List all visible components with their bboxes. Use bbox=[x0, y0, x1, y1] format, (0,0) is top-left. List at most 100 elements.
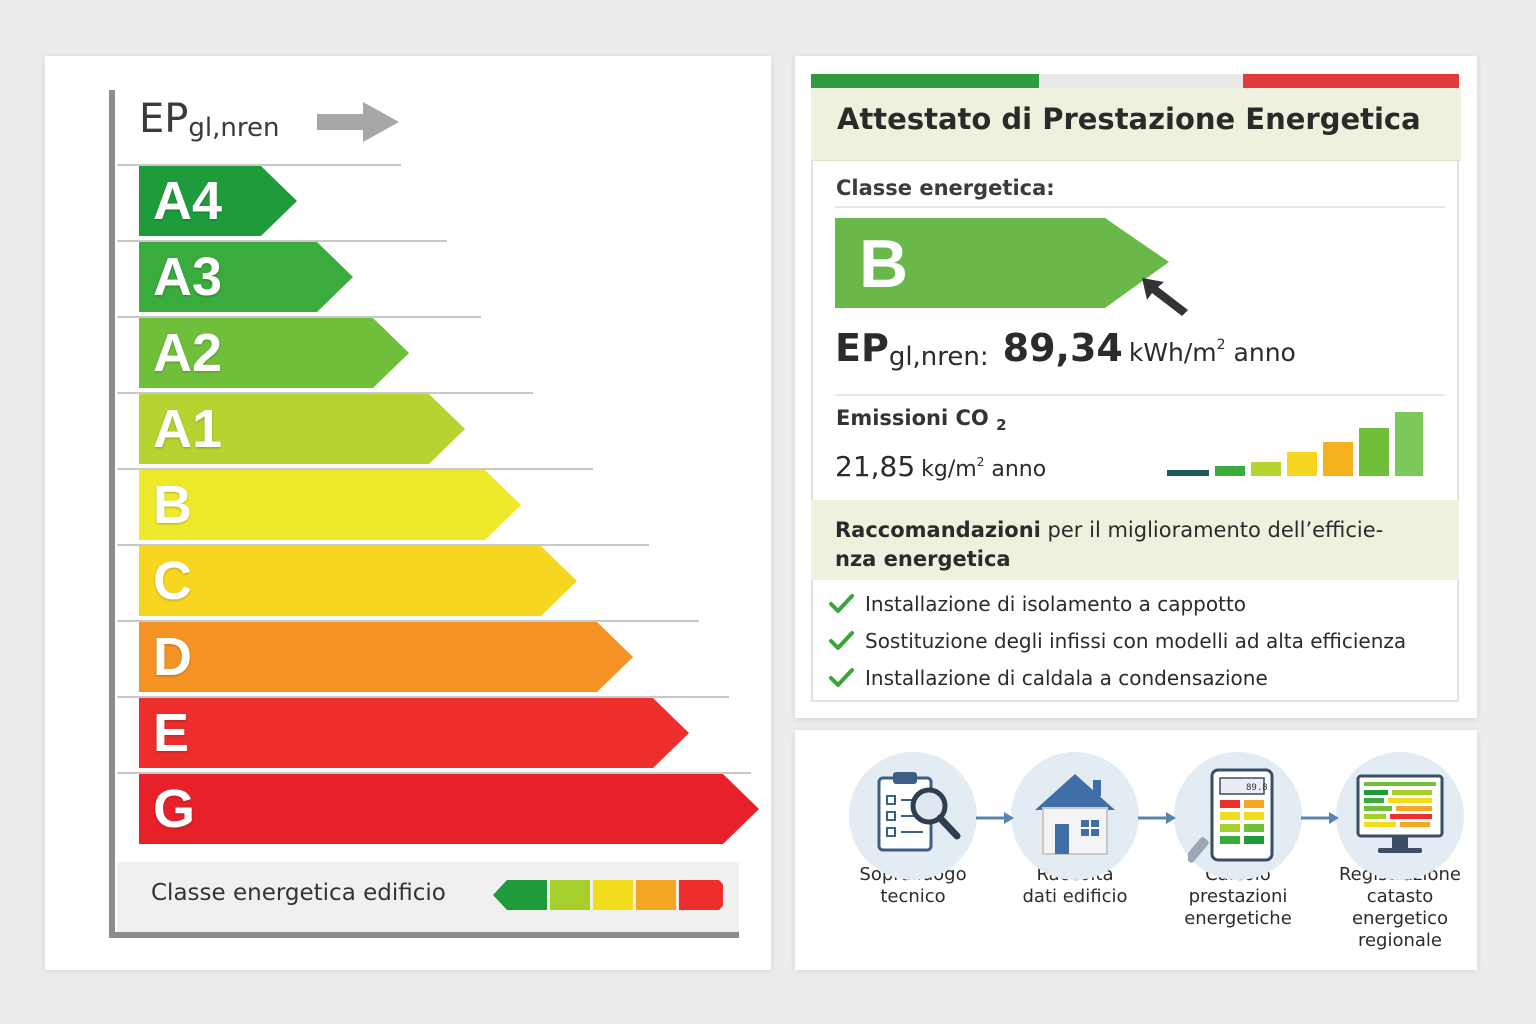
ape-certificate-panel: Attestato di Prestazione Energetica Clas… bbox=[795, 56, 1477, 718]
recommendation-text: Installazione di isolamento a cappotto bbox=[865, 592, 1247, 616]
step-icon-circle bbox=[1011, 752, 1139, 880]
header-bar-grey bbox=[1039, 74, 1243, 88]
step-label-line: tecnico bbox=[880, 886, 946, 907]
class-guide-line bbox=[117, 392, 533, 394]
cursor-arrow-icon bbox=[1142, 278, 1188, 316]
class-arrow-shape bbox=[139, 546, 577, 616]
step-icon-circle bbox=[1336, 752, 1464, 880]
recommendation-text: Installazione di caldala a condensazione bbox=[865, 666, 1268, 690]
energy-class-b-bar: B bbox=[139, 470, 521, 540]
recommendation-text: Sostituzione degli infissi con modelli a… bbox=[865, 629, 1407, 653]
class-arrow-shape bbox=[139, 166, 297, 236]
class-color-scale-icon bbox=[493, 880, 723, 910]
class-arrow-shape bbox=[139, 774, 759, 844]
energy-class-legend: Classe energetica edificio bbox=[117, 862, 739, 932]
class-label: D bbox=[153, 627, 192, 687]
co2-scale-bar bbox=[1251, 462, 1281, 476]
right-arrow-icon bbox=[317, 102, 399, 142]
ep-gl-nren-label: EPgl,nren bbox=[139, 96, 280, 143]
energy-class-c-bar: C bbox=[139, 546, 577, 616]
class-guide-line bbox=[117, 544, 649, 546]
process-step: 89.8 Calcoloprestazionienergetiche bbox=[1163, 752, 1313, 930]
class-arrow-shape bbox=[139, 242, 353, 312]
class-label: G bbox=[153, 779, 196, 839]
clipboard-magnifier-icon bbox=[877, 772, 961, 852]
co2-scale-bar bbox=[1167, 470, 1209, 476]
co2-emissions-label: Emissioni CO 2 bbox=[836, 406, 1007, 434]
energy-class-a2-bar: A2 bbox=[139, 318, 409, 388]
checkmark-icon bbox=[829, 631, 854, 650]
energy-class-a4-bar: A4 bbox=[139, 166, 297, 236]
class-label: A3 bbox=[153, 247, 223, 307]
ep-value-row: EPgl,nren: 89,34 kWh/m2 anno bbox=[835, 326, 1296, 372]
right-arrow-icon bbox=[1138, 812, 1176, 824]
svg-text:89.8: 89.8 bbox=[1246, 783, 1268, 793]
energy-class-value: B bbox=[859, 226, 909, 302]
legend-scale-segment bbox=[593, 880, 633, 910]
class-guide-line bbox=[117, 240, 447, 242]
recommendations-header: Raccomandazioni per il miglioramento del… bbox=[811, 500, 1459, 580]
step-icon-circle: 89.8 bbox=[1174, 752, 1302, 880]
checkmark-icon bbox=[829, 668, 854, 687]
step-label-line: energetiche bbox=[1184, 908, 1292, 929]
class-arrow-shape bbox=[139, 698, 689, 768]
class-label: E bbox=[153, 703, 190, 763]
step-label-line: regionale bbox=[1357, 930, 1443, 951]
house-icon bbox=[1035, 774, 1115, 855]
calculator-icon: 89.8 bbox=[1188, 768, 1274, 863]
step-label-line: prestazioni bbox=[1188, 886, 1288, 907]
class-label: C bbox=[153, 551, 192, 611]
header-bar-green bbox=[811, 74, 1039, 88]
recommendations-title: Raccomandazioni per il miglioramento del… bbox=[835, 518, 1384, 571]
step-label-line: dati edificio bbox=[1022, 886, 1128, 907]
energy-class-a1-bar: A1 bbox=[139, 394, 465, 464]
process-step: Sopralluogotecnico bbox=[838, 752, 988, 908]
energy-class-arrow bbox=[835, 218, 1169, 308]
co2-scale-bar bbox=[1215, 466, 1245, 476]
ep-unit: kWh/m2 anno bbox=[1128, 337, 1296, 367]
process-step: Raccoltadati edificio bbox=[1000, 752, 1150, 908]
class-guide-line bbox=[117, 772, 751, 774]
co2-scale-bar bbox=[1287, 452, 1317, 476]
class-arrow-shape bbox=[139, 394, 465, 464]
class-guide-line bbox=[117, 316, 481, 318]
right-arrow-icon bbox=[976, 812, 1014, 824]
co2-scale-bar bbox=[1395, 412, 1423, 476]
legend-scale-segment bbox=[493, 880, 547, 910]
ep-value: 89,34 bbox=[1002, 326, 1123, 370]
ep-symbol: EPgl,nren: bbox=[835, 326, 989, 372]
class-guide-line bbox=[117, 696, 729, 698]
class-arrow-shape bbox=[139, 318, 409, 388]
class-guide-line bbox=[117, 164, 401, 166]
right-arrow-icon bbox=[1301, 812, 1339, 824]
class-label: A1 bbox=[153, 399, 223, 459]
certificate-title: Attestato di Prestazione Energetica bbox=[837, 102, 1421, 136]
class-arrow-shape bbox=[139, 470, 521, 540]
header-bar-red bbox=[1243, 74, 1459, 88]
co2-scale-bar bbox=[1359, 428, 1389, 476]
co2-scale-bar bbox=[1323, 442, 1353, 476]
energy-class-a3-bar: A3 bbox=[139, 242, 353, 312]
energy-class-chart-panel: EPgl,nren A4 A3 A2 A1 B C D E G Classe energetic… bbox=[45, 56, 771, 970]
divider bbox=[835, 206, 1445, 208]
class-arrow-shape bbox=[139, 622, 633, 692]
class-label: A4 bbox=[153, 171, 223, 231]
energy-class-label: Classe energetica: bbox=[836, 176, 1055, 200]
chart-horizontal-axis bbox=[109, 932, 739, 938]
certificate-header: Attestato di Prestazione Energetica bbox=[811, 88, 1461, 161]
energy-class-g-bar: G bbox=[139, 774, 759, 844]
process-panel: Sopralluogotecnico Raccoltadati edificio… bbox=[795, 730, 1477, 970]
step-label-line: energetico bbox=[1351, 908, 1449, 929]
monitor-chart-icon bbox=[1356, 774, 1444, 853]
class-label: A2 bbox=[153, 323, 223, 383]
step-label-line: catasto bbox=[1366, 886, 1434, 907]
class-guide-line bbox=[117, 468, 593, 470]
chart-vertical-axis bbox=[109, 90, 115, 938]
legend-scale-segment bbox=[679, 880, 723, 910]
divider bbox=[835, 394, 1445, 396]
energy-class-d-bar: D bbox=[139, 622, 633, 692]
checkmark-icon bbox=[829, 594, 854, 613]
co2-emissions-value: 21,85 kg/m2 anno bbox=[835, 450, 1047, 483]
process-step: Registrazionecatastoenergeticoregionale bbox=[1325, 752, 1475, 952]
energy-class-e-bar: E bbox=[139, 698, 689, 768]
